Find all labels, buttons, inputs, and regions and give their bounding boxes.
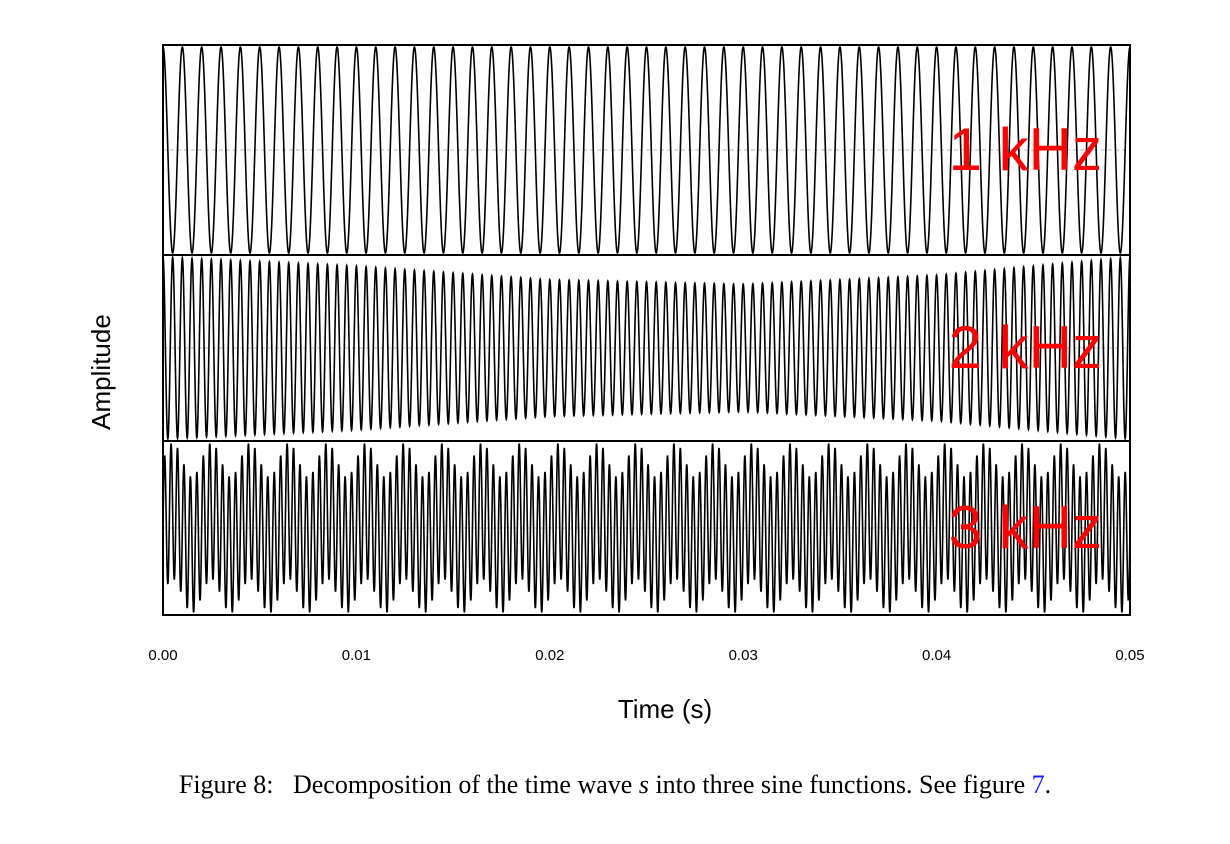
caption-text-1: Decomposition of the time wave bbox=[292, 770, 633, 799]
x-axis-title: Time (s) bbox=[618, 694, 712, 724]
x-tick-label: 0.00 bbox=[148, 647, 177, 664]
series-line-1 bbox=[162, 45, 1131, 255]
figure-caption: Figure 8: Decomposition of the time wave… bbox=[0, 770, 1230, 800]
caption-variable: s bbox=[638, 770, 649, 799]
x-tick-label: 0.01 bbox=[342, 647, 371, 664]
series-label-3: 3 kHz bbox=[949, 494, 1102, 561]
figure-chart: 1 kHz 2 kHz 3 kHz 0.00 0.01 0.02 0.03 0.04 0.05… bbox=[86, 44, 1145, 724]
caption-figure-link[interactable]: 7 bbox=[1031, 770, 1045, 799]
series-line-3 bbox=[162, 443, 1131, 613]
caption-text-2: into three sine functions. See figure bbox=[655, 770, 1026, 799]
caption-prefix: Figure 8: bbox=[178, 770, 274, 799]
x-tick-label: 0.02 bbox=[535, 647, 564, 664]
panel-2: 2 kHz bbox=[162, 254, 1131, 442]
panel-1: 1 kHz bbox=[162, 44, 1131, 256]
panel-3: 3 kHz bbox=[162, 440, 1131, 616]
x-tick-label: 0.03 bbox=[729, 647, 758, 664]
series-label-2: 2 kHz bbox=[949, 314, 1102, 381]
series-label-1: 1 kHz bbox=[949, 116, 1102, 183]
caption-suffix: . bbox=[1044, 770, 1052, 799]
x-tick-label: 0.04 bbox=[922, 647, 951, 664]
y-axis-title: Amplitude bbox=[86, 314, 116, 430]
series-line-2 bbox=[162, 254, 1131, 442]
x-tick-label: 0.05 bbox=[1115, 647, 1144, 664]
panel-frame bbox=[162, 440, 1131, 616]
